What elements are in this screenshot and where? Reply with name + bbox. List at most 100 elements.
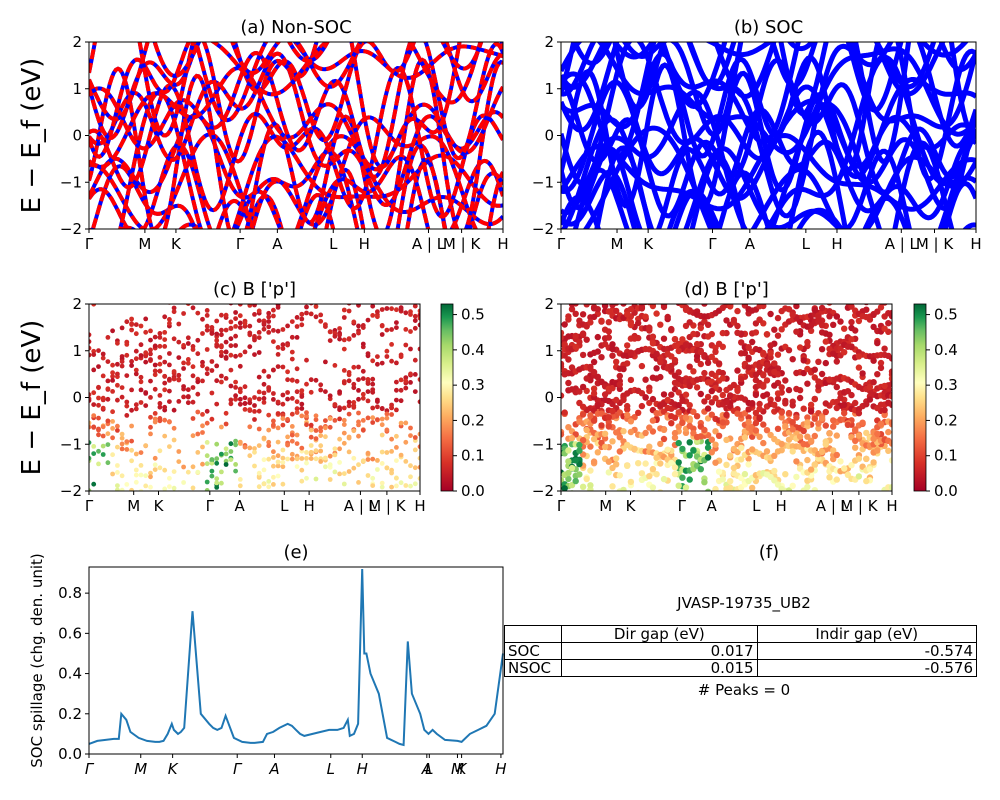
band-point <box>403 385 409 391</box>
band-point <box>280 364 286 370</box>
band-point <box>763 331 771 338</box>
y-tick-label: −2 <box>60 482 82 500</box>
band-point <box>204 327 210 333</box>
band-point <box>110 370 115 376</box>
band-point <box>398 354 404 360</box>
band-point <box>370 405 376 411</box>
band-point <box>89 420 92 426</box>
band-point <box>646 443 653 450</box>
band-point <box>785 409 793 417</box>
band-point <box>365 415 371 421</box>
band-point <box>346 403 352 409</box>
band-point <box>715 468 723 475</box>
band-point <box>119 487 125 491</box>
band-line-dashed-11 <box>89 42 503 180</box>
band-point <box>256 350 262 355</box>
band-point <box>133 356 139 362</box>
band-point <box>124 447 130 452</box>
band-point <box>162 387 168 393</box>
band-line-dashed-12 <box>89 42 503 170</box>
band-point <box>143 329 149 335</box>
band-point <box>346 378 352 384</box>
band-point <box>866 383 874 391</box>
band-point <box>598 317 605 324</box>
band-point <box>756 405 763 413</box>
band-point <box>332 363 338 368</box>
band-point <box>855 317 863 325</box>
band-point <box>247 323 253 329</box>
band-point <box>583 336 590 343</box>
band-point <box>242 395 248 401</box>
band-point <box>646 473 653 480</box>
x-tick-label: K <box>168 760 179 778</box>
band-point <box>105 431 111 437</box>
header-cell-empty <box>504 625 562 643</box>
band-point <box>616 448 623 455</box>
band-point <box>195 310 201 316</box>
band-point <box>209 468 215 474</box>
band-point <box>631 414 638 421</box>
band-point <box>181 311 187 316</box>
band-point <box>638 402 646 410</box>
x-tick-label: M | K <box>840 497 879 515</box>
band-point <box>228 343 234 349</box>
band-point <box>167 317 172 322</box>
band-point <box>664 396 671 404</box>
band-point <box>209 368 215 373</box>
band-point <box>138 472 144 478</box>
band-point <box>100 395 106 401</box>
band-point <box>143 350 149 356</box>
band-point <box>384 465 390 471</box>
band-point <box>119 446 125 452</box>
band-point <box>133 472 139 478</box>
band-point <box>337 332 342 338</box>
x-tick-label: Γ <box>85 235 94 253</box>
band-point <box>256 470 262 476</box>
band-point <box>346 469 352 474</box>
band-point <box>308 434 314 440</box>
band-point <box>271 482 276 487</box>
x-tick-label: A <box>421 760 432 778</box>
band-point <box>646 296 652 302</box>
band-point <box>642 429 649 437</box>
band-point <box>247 424 253 430</box>
band-point <box>671 414 679 421</box>
band-point <box>807 466 815 473</box>
band-point <box>697 390 704 398</box>
band-point <box>417 346 420 352</box>
band-point <box>379 449 385 455</box>
band-point <box>752 371 760 378</box>
band-point <box>219 424 224 430</box>
band-point <box>219 451 224 457</box>
band-point <box>256 389 262 395</box>
band-point <box>379 416 385 422</box>
band-point <box>219 332 224 338</box>
band-point <box>412 372 418 377</box>
band-point <box>115 463 120 468</box>
band-point <box>590 368 598 376</box>
band-point <box>133 402 139 408</box>
x-tick-label: M <box>611 235 624 253</box>
band-point <box>323 418 328 423</box>
band-point <box>412 447 418 453</box>
band-point <box>115 382 120 388</box>
band-point <box>888 419 892 426</box>
band-point <box>660 435 668 443</box>
band-point <box>266 479 272 484</box>
band-point <box>252 417 257 422</box>
band-point <box>767 310 774 318</box>
band-point <box>635 409 642 416</box>
band-point <box>285 442 290 448</box>
band-point <box>590 385 598 392</box>
band-point <box>285 342 290 348</box>
band-point <box>219 353 224 359</box>
band-point <box>590 435 598 443</box>
band-point <box>649 304 657 310</box>
band-point <box>176 459 182 464</box>
band-point <box>294 399 300 405</box>
x-tick-label: A | L <box>344 497 378 515</box>
band-point <box>266 314 272 320</box>
band-point <box>228 441 234 447</box>
band-point <box>285 417 290 422</box>
